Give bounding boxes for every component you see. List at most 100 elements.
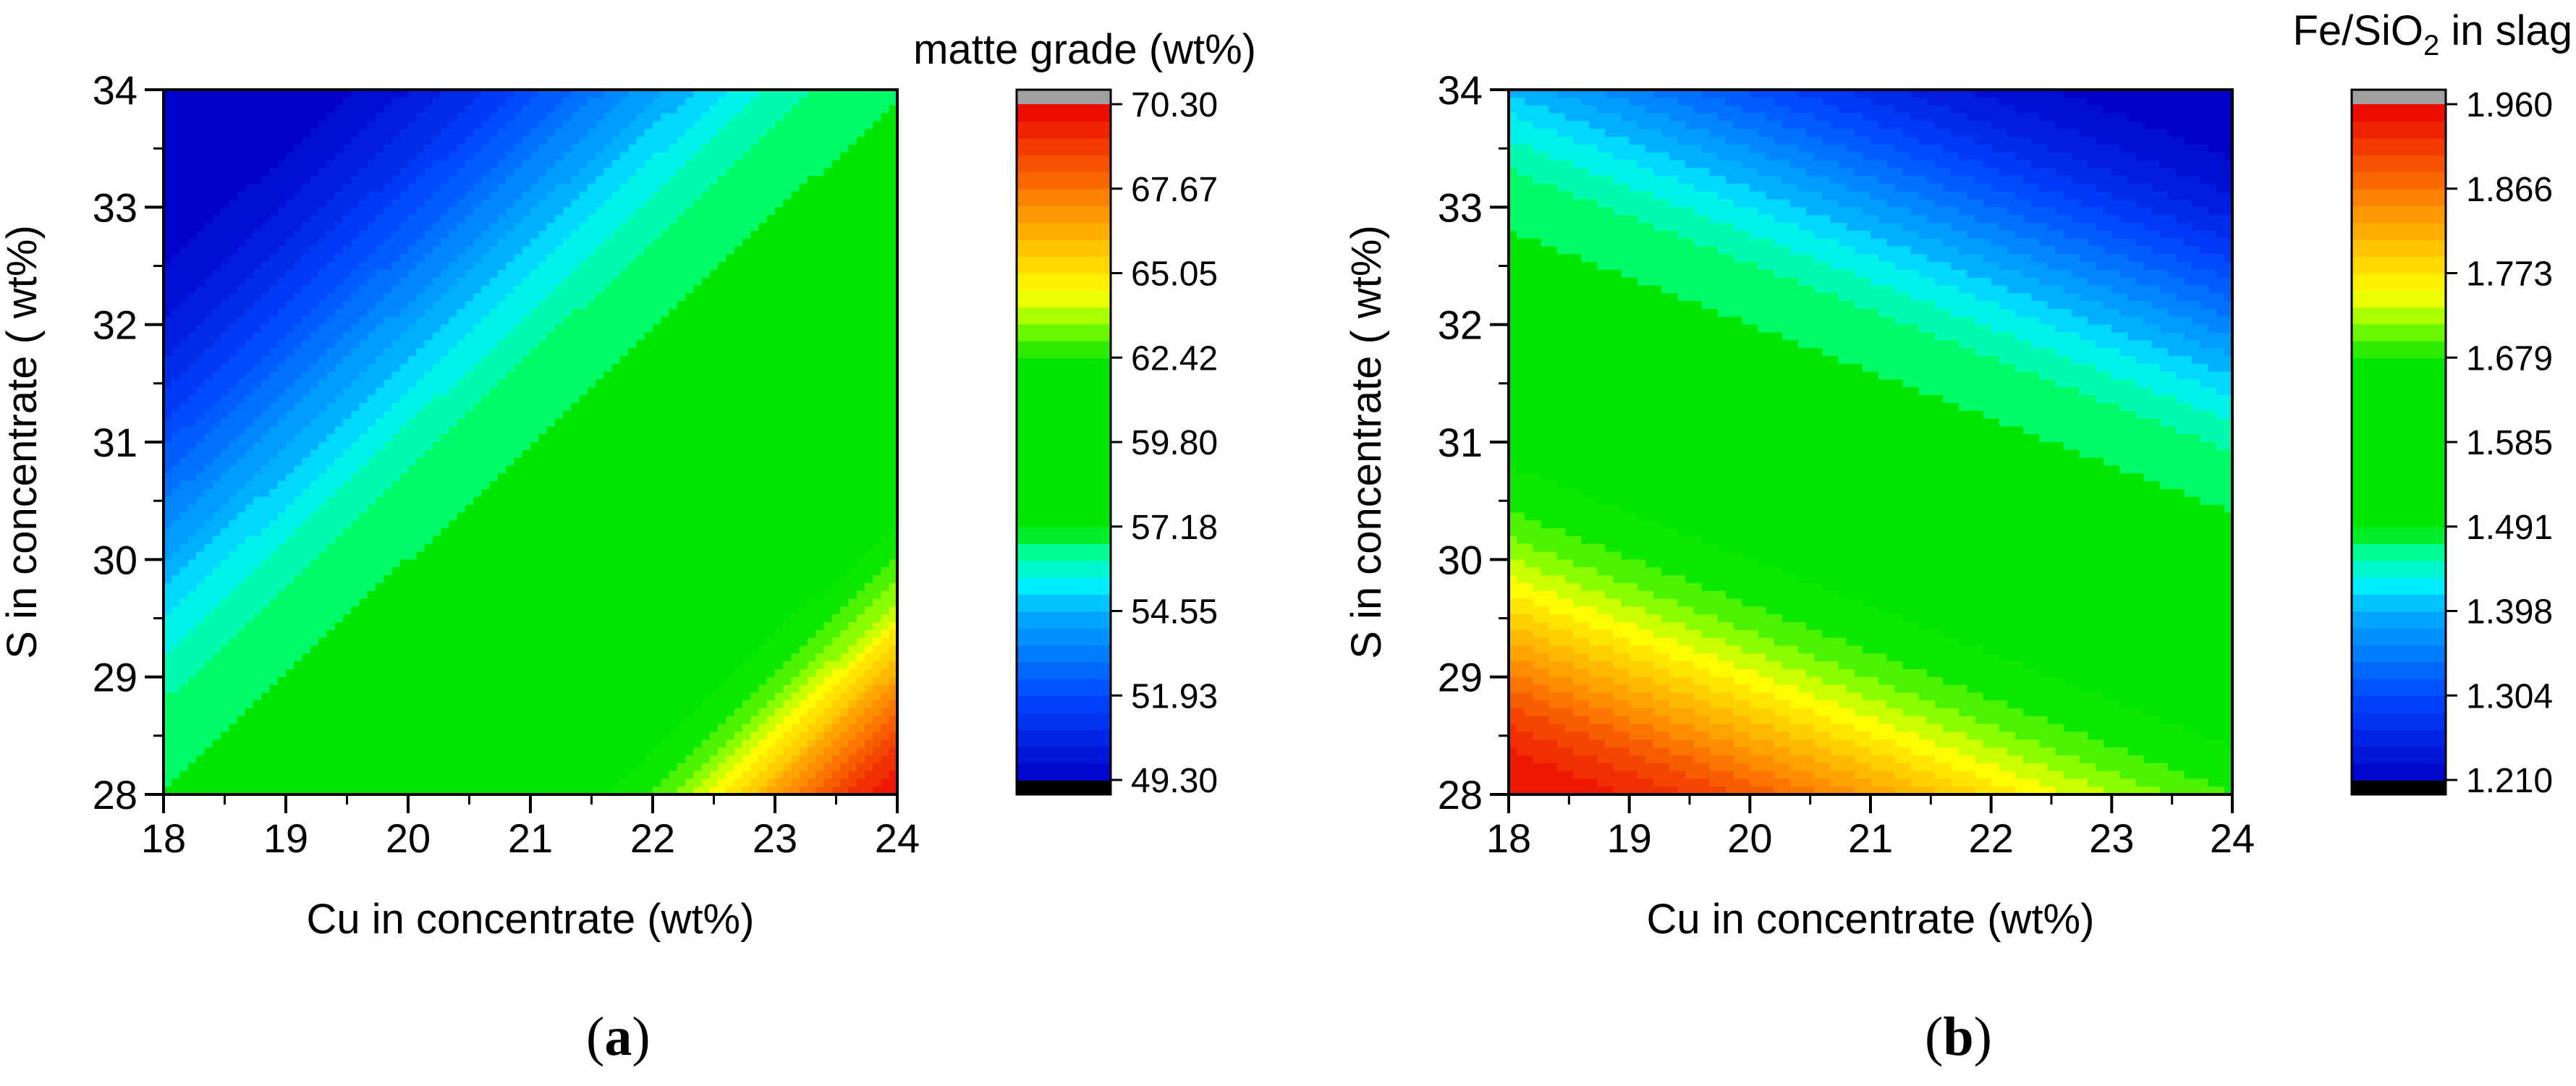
heatmap-cell bbox=[302, 786, 311, 794]
heatmap-cell bbox=[179, 692, 189, 702]
heatmap-cell bbox=[384, 207, 393, 216]
heatmap-cell bbox=[164, 598, 173, 608]
heatmap-cell bbox=[603, 324, 613, 334]
heatmap-cell bbox=[596, 504, 605, 514]
heatmap-cell bbox=[546, 230, 556, 239]
heatmap-cell bbox=[481, 528, 491, 537]
heatmap-cell bbox=[432, 97, 441, 106]
heatmap-cell bbox=[269, 669, 279, 678]
heatmap-cell bbox=[286, 614, 295, 623]
heatmap-cell bbox=[449, 207, 458, 216]
heatmap-cell bbox=[603, 653, 613, 662]
heatmap-cell bbox=[187, 293, 197, 302]
heatmap-cell bbox=[571, 136, 580, 145]
heatmap-cell bbox=[514, 176, 523, 184]
heatmap-cell bbox=[359, 739, 368, 748]
heatmap-cell bbox=[408, 786, 418, 794]
heatmap-cell bbox=[538, 739, 548, 748]
heatmap-cell bbox=[530, 622, 540, 631]
heatmap-cell bbox=[367, 724, 376, 733]
heatmap-cell bbox=[449, 684, 458, 694]
heatmap-cell bbox=[465, 724, 475, 733]
heatmap-cell bbox=[261, 590, 271, 600]
heatmap-cell bbox=[277, 309, 287, 318]
heatmap-cell bbox=[596, 716, 605, 725]
heatmap-cell bbox=[334, 371, 344, 381]
heatmap-cell bbox=[611, 418, 621, 428]
heatmap-cell bbox=[449, 786, 458, 794]
heatmap-cell bbox=[196, 661, 206, 670]
heatmap-cell bbox=[253, 739, 263, 748]
heatmap-cell bbox=[179, 481, 189, 490]
heatmap-cell bbox=[187, 371, 197, 381]
heatmap-cell bbox=[164, 574, 173, 584]
heatmap-cell bbox=[391, 168, 401, 177]
heatmap-cell bbox=[302, 739, 311, 748]
heatmap-cell bbox=[326, 637, 336, 647]
heatmap-cell bbox=[196, 724, 206, 733]
heatmap-cell bbox=[375, 222, 385, 232]
heatmap-cell bbox=[579, 771, 588, 780]
heatmap-cell bbox=[596, 254, 605, 263]
heatmap-cell bbox=[408, 199, 418, 208]
heatmap-cell bbox=[245, 324, 254, 334]
heatmap-cell bbox=[506, 755, 515, 764]
heatmap-cell bbox=[334, 355, 344, 365]
heatmap-cell bbox=[603, 160, 613, 169]
heatmap-cell bbox=[399, 254, 409, 263]
heatmap-cell bbox=[441, 269, 450, 279]
heatmap-cell bbox=[497, 434, 507, 443]
heatmap-cell bbox=[164, 645, 173, 655]
heatmap-cell bbox=[277, 637, 287, 647]
heatmap-cell bbox=[294, 176, 303, 184]
heatmap-cell bbox=[596, 309, 605, 318]
heatmap-cell bbox=[318, 653, 328, 662]
heatmap-cell bbox=[204, 301, 213, 310]
heatmap-cell bbox=[481, 676, 491, 686]
heatmap-cell bbox=[587, 786, 597, 794]
heatmap-cell bbox=[571, 465, 580, 475]
heatmap-cell bbox=[522, 207, 531, 216]
heatmap-cell bbox=[457, 144, 466, 153]
heatmap-cell bbox=[441, 708, 450, 717]
heatmap-cell bbox=[342, 191, 352, 200]
heatmap-cell bbox=[587, 191, 597, 200]
heatmap-cell bbox=[563, 481, 572, 490]
heatmap-cell bbox=[286, 160, 295, 169]
heatmap-cell bbox=[579, 293, 588, 302]
heatmap-cell bbox=[408, 731, 418, 741]
heatmap-cell bbox=[286, 637, 295, 647]
heatmap-cell bbox=[489, 301, 499, 310]
heatmap-cell bbox=[481, 496, 491, 506]
heatmap-cell bbox=[179, 160, 189, 169]
heatmap-cell bbox=[391, 136, 401, 145]
heatmap-cell bbox=[497, 316, 507, 326]
heatmap-cell bbox=[277, 230, 287, 239]
heatmap-cell bbox=[408, 230, 418, 239]
heatmap-cell bbox=[164, 763, 173, 772]
heatmap-cell bbox=[179, 418, 189, 428]
heatmap-cell bbox=[302, 402, 311, 412]
heatmap-cell bbox=[554, 160, 564, 169]
heatmap-cell bbox=[399, 144, 409, 153]
heatmap-cell bbox=[269, 771, 279, 780]
heatmap-cell bbox=[261, 598, 271, 608]
heatmap-cell bbox=[579, 191, 588, 200]
heatmap-cell bbox=[310, 747, 319, 756]
heatmap-cell bbox=[294, 293, 303, 302]
heatmap-cell bbox=[212, 136, 221, 145]
heatmap-cell bbox=[465, 379, 475, 389]
heatmap-cell bbox=[384, 598, 393, 608]
heatmap-cell bbox=[204, 395, 213, 404]
heatmap-cell bbox=[212, 661, 221, 670]
heatmap-cell bbox=[164, 230, 173, 239]
heatmap-cell bbox=[187, 418, 197, 428]
heatmap-cell bbox=[538, 645, 548, 655]
heatmap-cell bbox=[522, 324, 531, 334]
heatmap-cell bbox=[342, 410, 352, 420]
heatmap-cell bbox=[481, 598, 491, 608]
heatmap-cell bbox=[286, 684, 295, 694]
heatmap-cell bbox=[563, 371, 572, 381]
heatmap-cell bbox=[318, 262, 328, 271]
